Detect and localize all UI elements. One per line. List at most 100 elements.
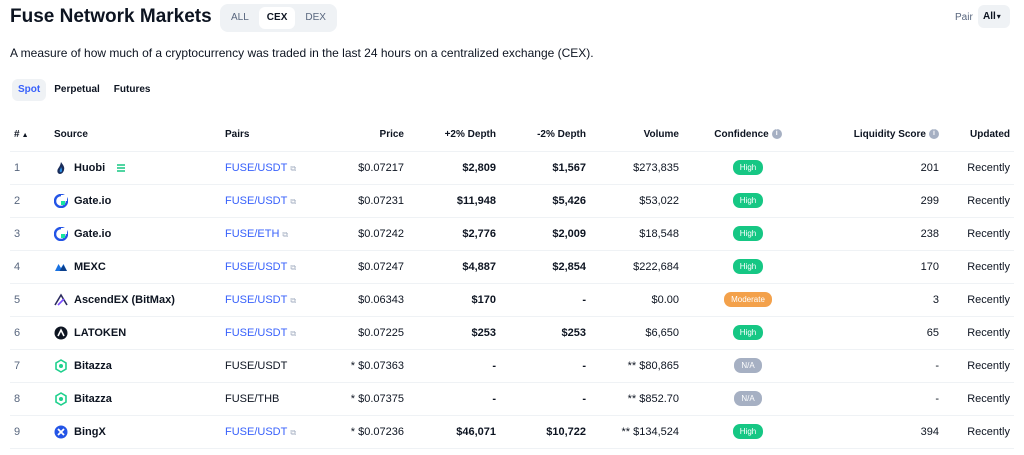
- source-cell[interactable]: BingX: [50, 415, 221, 449]
- depth-plus-cell: $4,887: [408, 250, 500, 284]
- confidence-cell: High: [683, 151, 813, 185]
- pair-cell[interactable]: FUSE/USDT ⧉: [221, 151, 316, 185]
- table-row[interactable]: 4 MEXC FUSE/USDT ⧉ $0.07247 $4,887 $2,854 $222,…: [10, 250, 1014, 284]
- source-name[interactable]: LATOKEN: [74, 326, 127, 339]
- source-name[interactable]: Bitazza: [74, 392, 112, 405]
- source-cell[interactable]: Bitazza: [50, 382, 221, 416]
- source-cell[interactable]: MEXC: [50, 250, 221, 284]
- pair-filter-dropdown[interactable]: All▾: [978, 5, 1010, 28]
- source-name[interactable]: AscendEX (BitMax): [74, 293, 175, 306]
- source-cell[interactable]: LATOKEN: [50, 316, 221, 350]
- tab-spot[interactable]: Spot: [12, 79, 47, 101]
- pair-link[interactable]: FUSE/USDT: [225, 194, 288, 207]
- pair-link[interactable]: FUSE/USDT: [225, 260, 288, 273]
- col-header-rank[interactable]: # ▲: [10, 118, 50, 152]
- col-header-pairs[interactable]: Pairs: [221, 118, 316, 152]
- liquidity-cell: 394: [813, 415, 943, 449]
- bitazza-icon: [54, 358, 68, 373]
- depth-plus-cell: $11,948: [408, 184, 500, 218]
- col-header-price[interactable]: Price: [316, 118, 408, 152]
- depth-minus-cell: $5,426: [500, 184, 590, 218]
- confidence-cell: High: [683, 184, 813, 218]
- confidence-cell: N/A: [683, 349, 813, 383]
- table-row[interactable]: 5 AscendEX (BitMax) FUSE/USDT ⧉ $0.06343 $170…: [10, 283, 1014, 317]
- depth-minus-cell: $253: [500, 316, 590, 350]
- updated-cell: Recently: [943, 151, 1014, 185]
- rank-cell: 5: [10, 283, 50, 317]
- external-link-icon[interactable]: ⧉: [290, 328, 297, 338]
- external-link-icon[interactable]: ⧉: [290, 427, 297, 437]
- rank-cell: 6: [10, 316, 50, 350]
- source-cell[interactable]: Huobi: [50, 151, 221, 185]
- col-header-updated[interactable]: Updated: [943, 118, 1014, 152]
- col-header-confidence[interactable]: Confidence i: [683, 118, 813, 152]
- pair-cell[interactable]: FUSE/USDT ⧉: [221, 250, 316, 284]
- pair-cell[interactable]: FUSE/USDT ⧉: [221, 184, 316, 218]
- table-row[interactable]: 3 Gate.io FUSE/ETH ⧉ $0.07242 $2,776 $2,009 $18…: [10, 217, 1014, 251]
- external-link-icon[interactable]: ⧉: [282, 229, 289, 239]
- info-icon[interactable]: i: [771, 129, 782, 140]
- liquidity-cell: 299: [813, 184, 943, 218]
- table-row[interactable]: 7 Bitazza FUSE/USDT * $0.07363- - ** $80,865 N…: [10, 349, 1014, 383]
- source-cell[interactable]: Gate.io: [50, 217, 221, 251]
- segment-all[interactable]: ALL: [231, 12, 249, 23]
- table-row[interactable]: 8 Bitazza FUSE/THB * $0.07375- - ** $852.70 N/…: [10, 382, 1014, 416]
- volume-cell: $53,022: [590, 184, 683, 218]
- external-link-icon[interactable]: ⧉: [290, 196, 297, 206]
- source-name[interactable]: Bitazza: [74, 359, 112, 372]
- col-header-volume[interactable]: Volume: [590, 118, 683, 152]
- col-header-source[interactable]: Source: [50, 118, 221, 152]
- chevron-down-icon: ▾: [996, 12, 1001, 21]
- pair-link[interactable]: FUSE/USDT: [225, 161, 288, 174]
- pair-link[interactable]: FUSE/USDT: [225, 425, 288, 438]
- updated-cell: Recently: [943, 217, 1014, 251]
- pair-cell[interactable]: FUSE/USDT ⧉: [221, 316, 316, 350]
- table-row[interactable]: 6 LATOKEN FUSE/USDT ⧉ $0.07225 $253 $253 $6,650…: [10, 316, 1014, 350]
- table-row[interactable]: 2 Gate.io FUSE/USDT ⧉ $0.07231 $11,948 $5,426 $…: [10, 184, 1014, 218]
- depth-plus-cell: $2,776: [408, 217, 500, 251]
- price-cell: $0.07225: [316, 316, 408, 350]
- depth-minus-cell: -: [500, 349, 590, 383]
- segment-dex[interactable]: DEX: [305, 12, 326, 23]
- table-row[interactable]: 9 BingX FUSE/USDT ⧉ * $0.07236 $46,071 $10,722…: [10, 415, 1014, 449]
- col-header-liquidity[interactable]: Liquidity Score i: [813, 118, 943, 152]
- col-header-depth-plus[interactable]: +2% Depth: [408, 118, 500, 152]
- depth-minus-cell: -: [500, 382, 590, 416]
- source-name[interactable]: Gate.io: [74, 194, 112, 207]
- info-icon[interactable]: i: [929, 129, 939, 140]
- liquidity-cell: 65: [813, 316, 943, 350]
- tab-futures[interactable]: Futures: [113, 84, 151, 95]
- pair-cell[interactable]: FUSE/USDT ⧉: [221, 415, 316, 449]
- external-link-icon[interactable]: ⧉: [290, 163, 297, 173]
- pair-cell[interactable]: FUSE/ETH ⧉: [221, 217, 316, 251]
- external-link-icon[interactable]: ⧉: [290, 262, 297, 272]
- confidence-badge: High: [732, 325, 764, 340]
- source-name[interactable]: Huobi: [74, 161, 106, 174]
- source-cell[interactable]: Gate.io: [50, 184, 221, 218]
- segment-cex[interactable]: CEX: [258, 7, 296, 29]
- updated-cell: Recently: [943, 283, 1014, 317]
- source-cell[interactable]: Bitazza: [50, 349, 221, 383]
- price-cell: $0.07231: [316, 184, 408, 218]
- source-name[interactable]: MEXC: [74, 260, 106, 273]
- depth-minus-cell: -: [500, 283, 590, 317]
- external-link-icon[interactable]: ⧉: [290, 295, 297, 305]
- table-row[interactable]: 1 Huobi FUSE/USDT ⧉ $0.07217 $2,809 $1,567 $273…: [10, 151, 1014, 185]
- pair-link[interactable]: FUSE/USDT: [225, 326, 288, 339]
- pair-cell[interactable]: FUSE/USDT ⧉: [221, 283, 316, 317]
- gateio-icon: [53, 193, 69, 208]
- volume-cell: $18,548: [590, 217, 683, 251]
- source-name[interactable]: BingX: [74, 425, 106, 438]
- bingx-icon: [54, 425, 68, 439]
- pair-link[interactable]: FUSE/ETH: [225, 227, 280, 240]
- pair-cell: FUSE/THB: [221, 382, 316, 416]
- col-header-confidence-label: Confidence: [714, 128, 769, 140]
- col-header-depth-minus[interactable]: -2% Depth: [500, 118, 590, 152]
- source-cell[interactable]: AscendEX (BitMax): [50, 283, 221, 317]
- price-cell: $0.07217: [316, 151, 408, 185]
- latoken-icon: [54, 326, 68, 340]
- table-header-row: # ▲ Source Pairs Price +2% Depth -2% Dept…: [10, 118, 1014, 152]
- pair-link[interactable]: FUSE/USDT: [225, 293, 288, 306]
- source-name[interactable]: Gate.io: [74, 227, 112, 240]
- tab-perpetual[interactable]: Perpetual: [54, 84, 100, 95]
